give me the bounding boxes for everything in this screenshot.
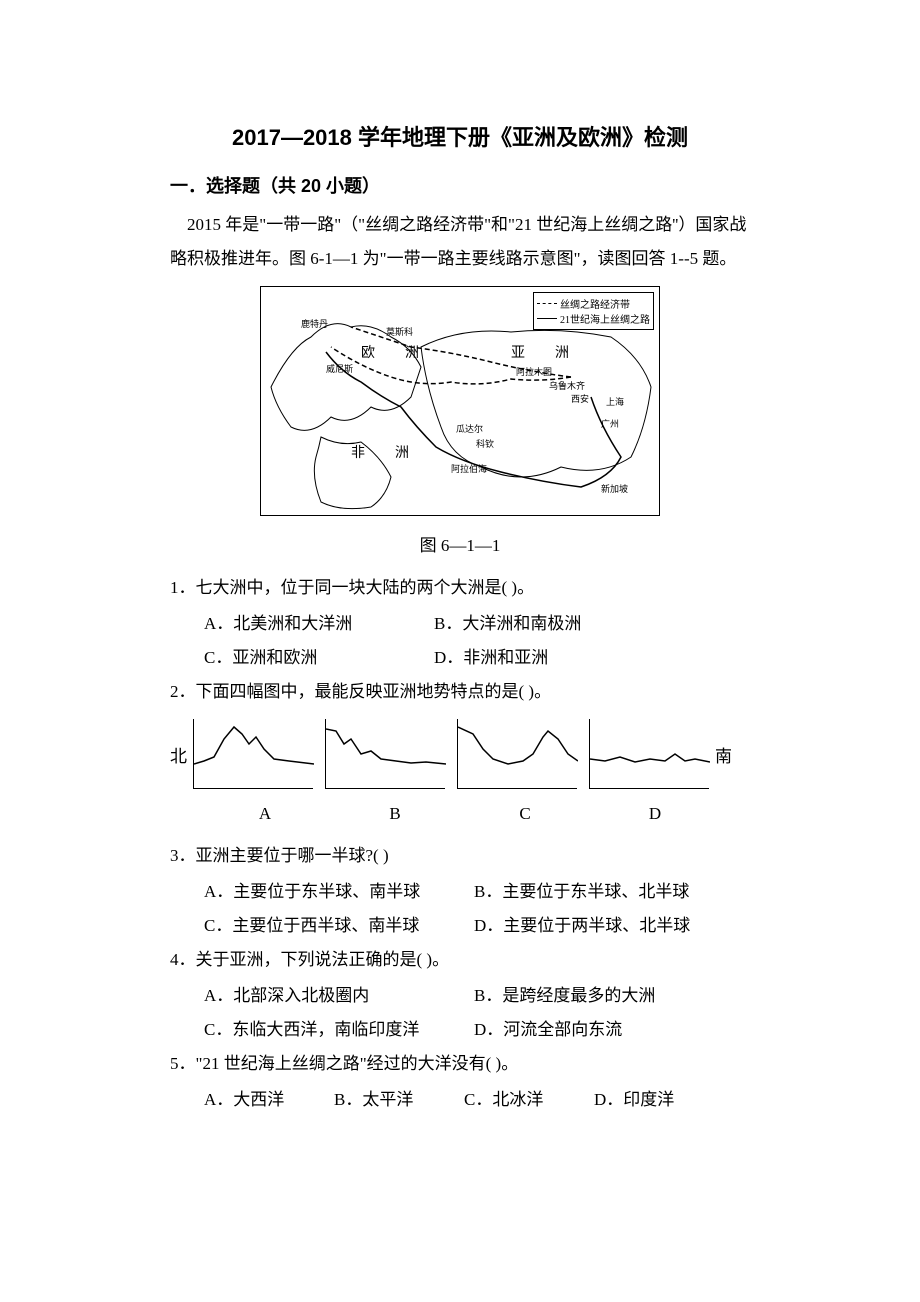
profile-d: [589, 719, 709, 789]
city-venice: 威尼斯: [326, 362, 353, 375]
q4-option-d: D．河流全部向东流: [474, 1013, 704, 1047]
q5-text: 5．"21 世纪海上丝绸之路"经过的大洋没有( )。: [170, 1047, 750, 1081]
q4-options: A．北部深入北极圈内 B．是跨经度最多的大洲 C．东临大西洋，南临印度洋 D．河…: [170, 979, 750, 1047]
map-label-europe: 欧 洲: [361, 342, 427, 362]
city-alamutu: 阿拉木图: [516, 365, 552, 378]
city-rotterdam: 鹿特丹: [301, 317, 328, 330]
q3-option-b: B．主要位于东半球、北半球: [474, 875, 704, 909]
q5-option-a: A．大西洋: [204, 1083, 334, 1117]
city-urumqi: 乌鲁木齐: [549, 379, 585, 392]
profile-b: [325, 719, 445, 789]
map-label-asia: 亚 洲: [511, 342, 577, 362]
q3-options: A．主要位于东半球、南半球 B．主要位于东半球、北半球 C．主要位于西半球、南半…: [170, 875, 750, 943]
profile-c: [457, 719, 577, 789]
profile-path-a: [194, 727, 314, 764]
city-kochi: 科钦: [476, 437, 494, 450]
city-xian: 西安: [571, 392, 589, 405]
q3-option-d: D．主要位于两半球、北半球: [474, 909, 704, 943]
city-guadar: 瓜达尔: [456, 422, 483, 435]
profile-a: [193, 719, 313, 789]
profile-north: 北: [170, 742, 187, 767]
q5-option-c: C．北冰洋: [464, 1083, 594, 1117]
section-header: 一．选择题（共 20 小题）: [170, 172, 750, 198]
q4-option-c: C．东临大西洋，南临印度洋: [204, 1013, 474, 1047]
profile-south: 南: [715, 742, 732, 767]
q4-text: 4．关于亚洲，下列说法正确的是( )。: [170, 943, 750, 977]
q5-option-b: B．太平洋: [334, 1083, 464, 1117]
city-shanghai: 上海: [606, 395, 624, 408]
city-moscow: 莫斯科: [386, 325, 413, 338]
city-singapore: 新加坡: [601, 482, 628, 495]
map-figure: 丝绸之路经济带 21世纪海上丝绸之路 欧 洲 亚 洲 非 洲 鹿特丹 莫斯科 威…: [260, 286, 660, 516]
q1-option-b: B．大洋洲和南极洲: [434, 607, 664, 641]
city-guangzhou: 广州: [601, 417, 619, 430]
q3-text: 3．亚洲主要位于哪一半球?( ): [170, 839, 750, 873]
q1-option-c: C．亚洲和欧洲: [204, 641, 434, 675]
q3-option-c: C．主要位于西半球、南半球: [204, 909, 474, 943]
q4-option-a: A．北部深入北极圈内: [204, 979, 474, 1013]
figure-caption: 图 6—1—1: [170, 531, 750, 556]
map-label-africa: 非 洲: [351, 442, 417, 462]
profile-label-c: C: [460, 804, 590, 824]
profile-path-b: [326, 729, 446, 764]
q1-option-a: A．北美洲和大洋洲: [204, 607, 434, 641]
q5-options: A．大西洋 B．太平洋 C．北冰洋 D．印度洋: [170, 1083, 750, 1117]
profile-container: 北 南: [170, 719, 750, 789]
q4-option-b: B．是跨经度最多的大洲: [474, 979, 704, 1013]
intro-text: 2015 年是"一带一路"（"丝绸之路经济带"和"21 世纪海上丝绸之路''）国…: [170, 208, 750, 276]
profile-label-d: D: [590, 804, 720, 824]
profile-labels: A B C D: [170, 804, 750, 824]
map-container: 丝绸之路经济带 21世纪海上丝绸之路 欧 洲 亚 洲 非 洲 鹿特丹 莫斯科 威…: [170, 286, 750, 521]
profile-label-a: A: [200, 804, 330, 824]
profile-path-c: [458, 727, 578, 764]
q1-text: 1．七大洲中，位于同一块大陆的两个大洲是( )。: [170, 571, 750, 605]
q1-option-d: D．非洲和亚洲: [434, 641, 664, 675]
page-title: 2017—2018 学年地理下册《亚洲及欧洲》检测: [170, 120, 750, 152]
profile-label-b: B: [330, 804, 460, 824]
q2-text: 2．下面四幅图中，最能反映亚洲地势特点的是( )。: [170, 675, 750, 709]
sea-arabian: 阿拉伯海: [451, 462, 487, 475]
q1-options: A．北美洲和大洋洲 B．大洋洲和南极洲 C．亚洲和欧洲 D．非洲和亚洲: [170, 607, 750, 675]
q3-option-a: A．主要位于东半球、南半球: [204, 875, 474, 909]
q5-option-d: D．印度洋: [594, 1083, 724, 1117]
profile-path-d: [590, 754, 710, 762]
